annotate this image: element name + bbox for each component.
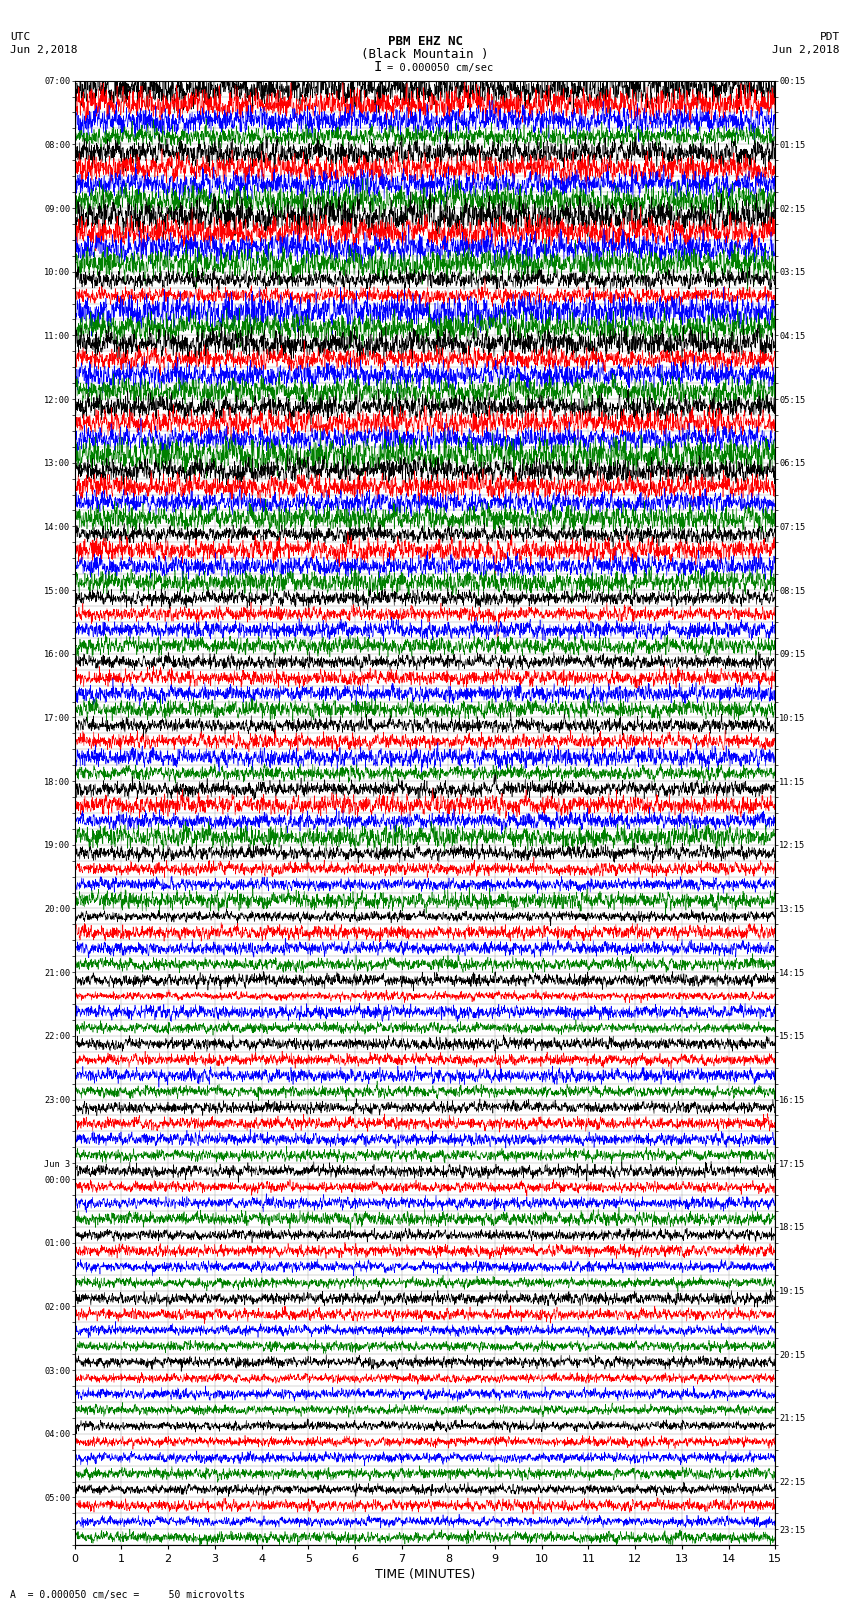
- Text: (Black Mountain ): (Black Mountain ): [361, 48, 489, 61]
- X-axis label: TIME (MINUTES): TIME (MINUTES): [375, 1568, 475, 1581]
- Text: Jun 2,2018: Jun 2,2018: [10, 45, 77, 55]
- Text: A  = 0.000050 cm/sec =     50 microvolts: A = 0.000050 cm/sec = 50 microvolts: [10, 1590, 245, 1600]
- Text: Jun 2,2018: Jun 2,2018: [773, 45, 840, 55]
- Text: PBM EHZ NC: PBM EHZ NC: [388, 35, 462, 48]
- Text: I: I: [374, 60, 382, 74]
- Text: PDT: PDT: [819, 32, 840, 42]
- Text: = 0.000050 cm/sec: = 0.000050 cm/sec: [387, 63, 493, 73]
- Text: UTC: UTC: [10, 32, 31, 42]
